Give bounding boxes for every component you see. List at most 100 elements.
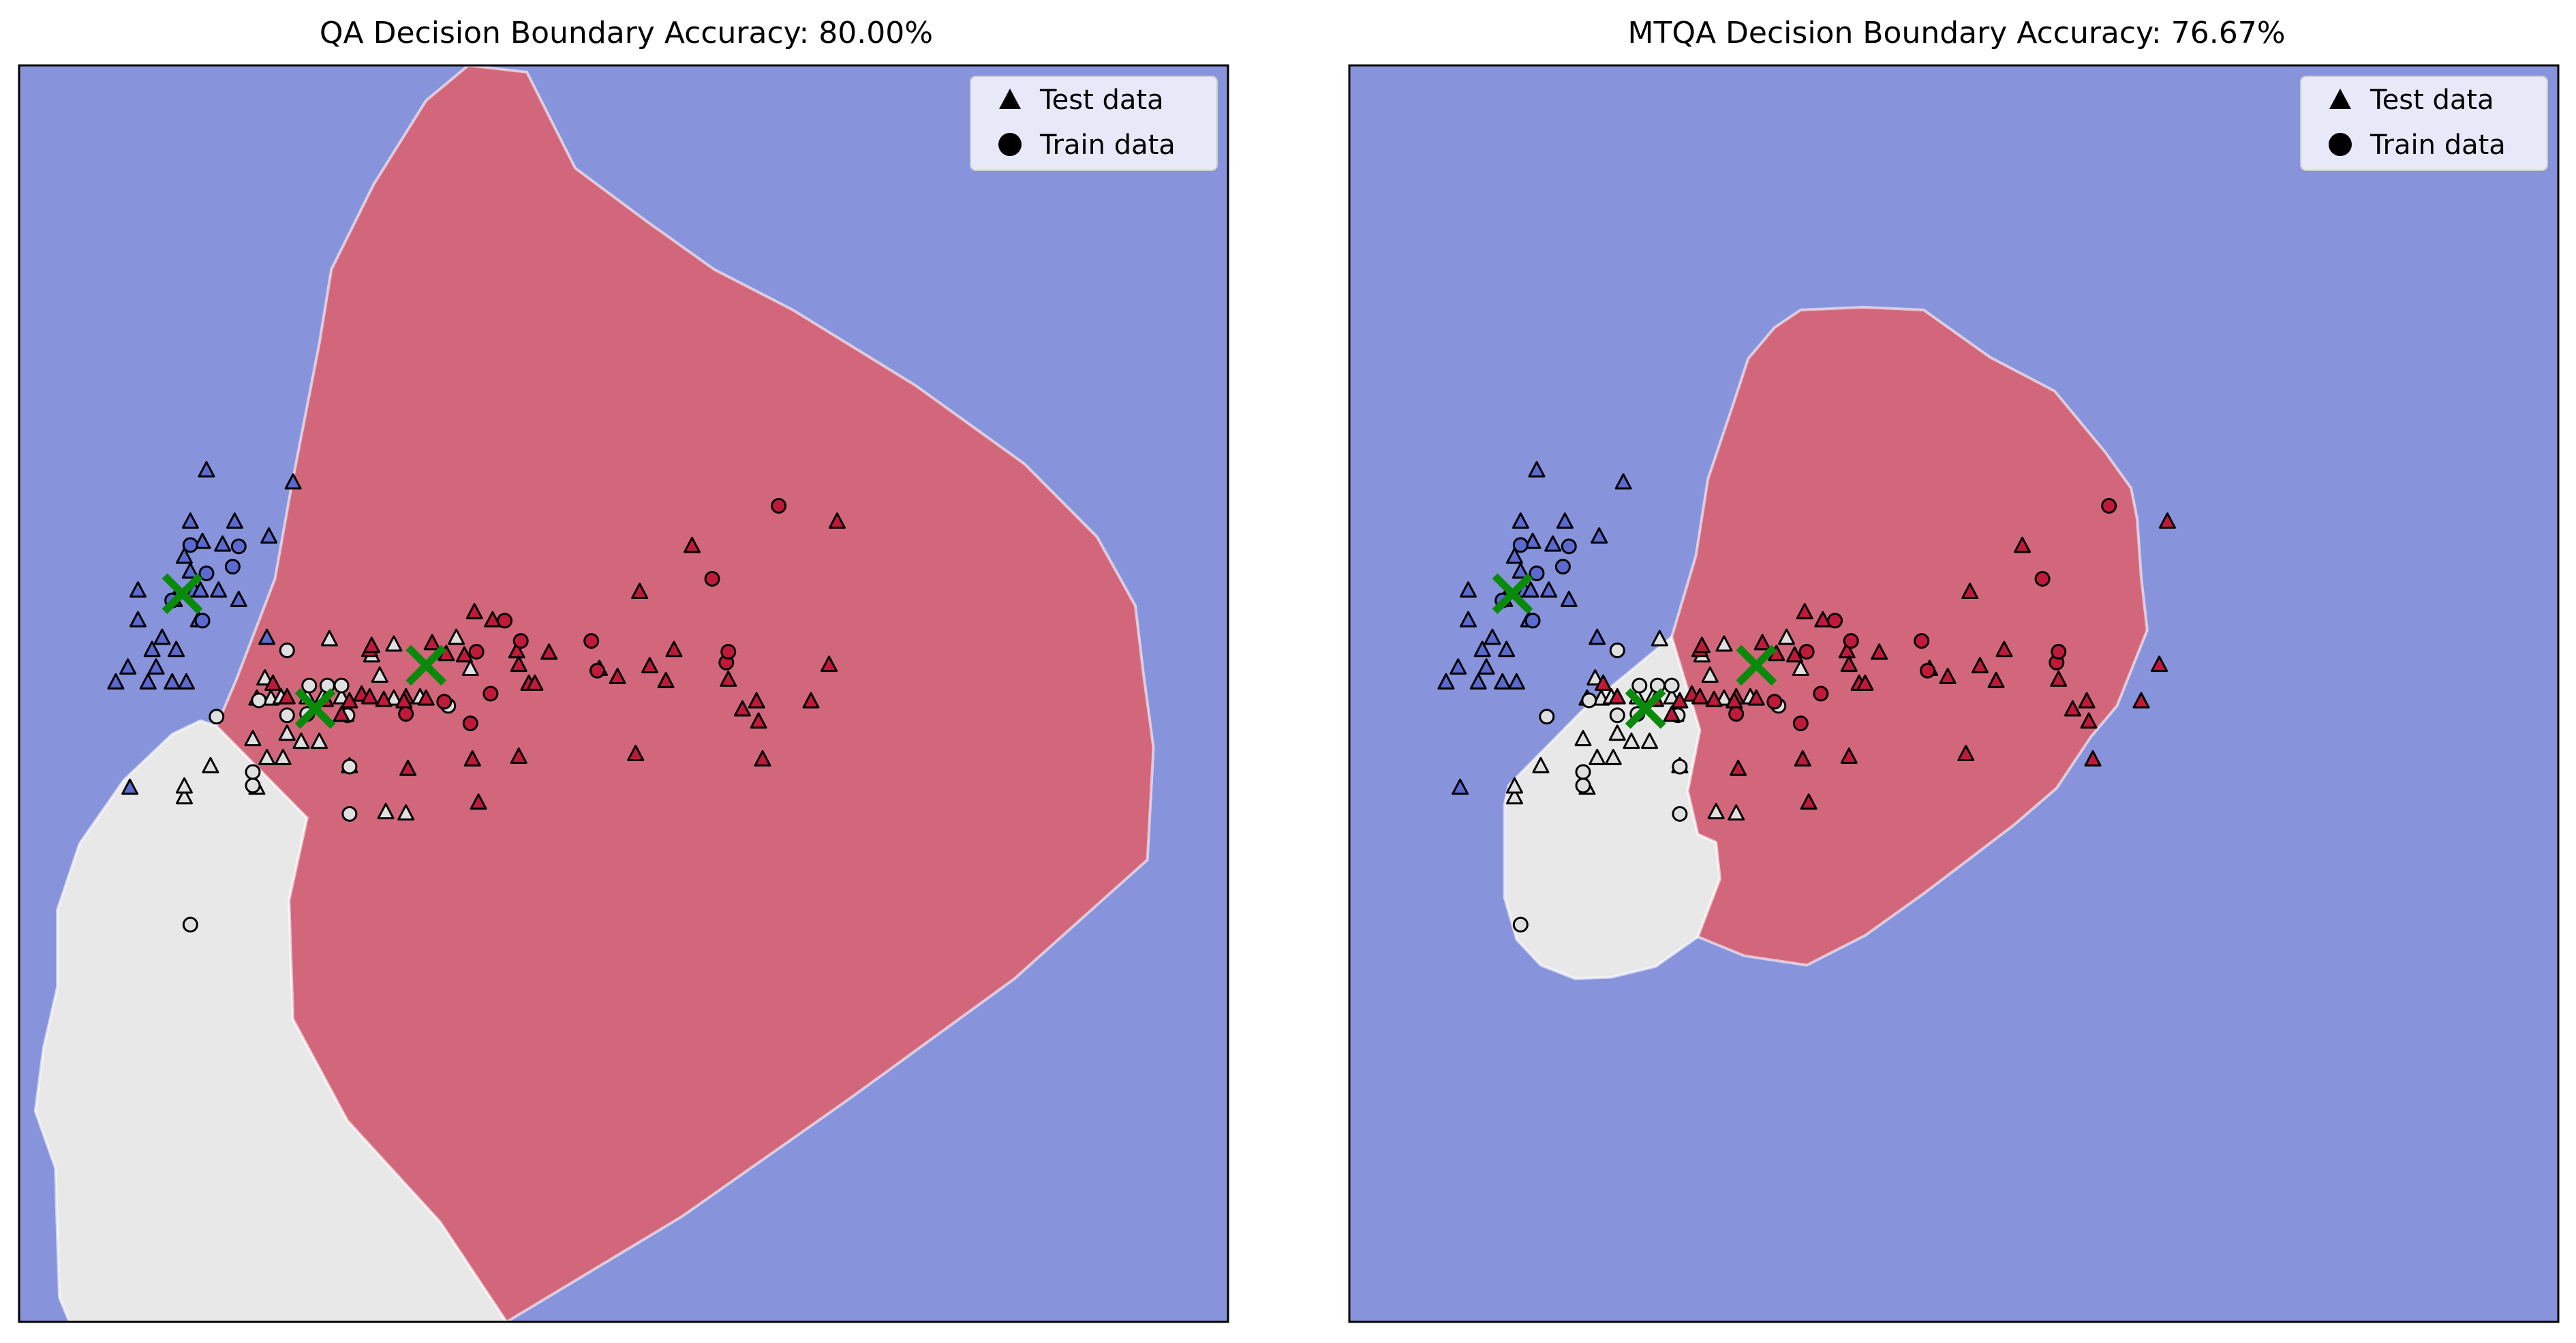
train-point — [230, 538, 247, 555]
test-point — [1591, 527, 1608, 544]
train-point — [2034, 570, 2051, 587]
test-point — [260, 527, 278, 544]
train-point — [720, 644, 737, 660]
test-point — [1505, 547, 1523, 564]
centroid-marker — [294, 688, 336, 729]
train-point — [436, 694, 453, 710]
test-point — [244, 730, 262, 747]
test-point — [2050, 670, 2068, 687]
test-point — [2014, 536, 2031, 553]
test-point — [333, 705, 350, 722]
test-point — [1871, 643, 1888, 660]
test-point — [1715, 689, 1733, 706]
train-point — [1561, 538, 1577, 555]
train-point — [1663, 677, 1680, 694]
test-point — [417, 689, 435, 706]
test-point — [1586, 669, 1604, 685]
test-point — [397, 804, 415, 821]
test-point — [194, 532, 211, 549]
train-point — [1609, 643, 1625, 659]
test-point — [1987, 672, 2005, 688]
train-point — [301, 677, 318, 694]
train-point — [1843, 633, 1859, 649]
test-point — [1651, 630, 1668, 647]
legend-train-label: Train data — [1039, 129, 1176, 161]
test-point — [1574, 730, 1592, 747]
test-point — [107, 673, 125, 690]
test-point — [181, 512, 199, 529]
train-point — [589, 662, 606, 679]
test-point — [1459, 611, 1477, 628]
test-point — [641, 657, 658, 674]
train-point — [1581, 692, 1597, 709]
test-point — [292, 732, 310, 750]
test-point — [198, 461, 215, 478]
plot-area — [1349, 65, 2558, 1322]
test-point — [1778, 628, 1796, 645]
legend-triangle-marker — [2329, 89, 2351, 109]
test-point — [256, 669, 274, 685]
centroid-marker — [1625, 688, 1666, 729]
test-point — [455, 646, 473, 663]
test-point — [1469, 673, 1487, 690]
test-point — [399, 759, 417, 776]
test-point — [526, 674, 544, 691]
test-point — [361, 688, 378, 705]
test-point — [1641, 732, 1659, 750]
train-point — [1554, 559, 1571, 575]
train-point — [245, 777, 261, 794]
panel-mtqa: MTQA Decision Boundary Accuracy: 76.67% … — [1348, 16, 2560, 1323]
test-point — [802, 692, 820, 709]
test-point — [1484, 628, 1501, 645]
train-point — [1512, 916, 1529, 933]
test-point — [230, 591, 247, 607]
test-point — [175, 788, 193, 805]
test-point — [177, 673, 195, 690]
test-point — [129, 581, 147, 598]
test-point — [202, 756, 219, 773]
centroid-marker — [1492, 573, 1533, 615]
legend-train-label: Train data — [2370, 129, 2506, 161]
test-point — [1623, 732, 1640, 750]
legend-test-label: Test data — [1039, 84, 1164, 116]
test-point — [191, 581, 209, 598]
train-point — [1575, 764, 1591, 780]
train-point — [1792, 715, 1809, 732]
plot-area — [19, 65, 1228, 1322]
test-point — [1794, 750, 1811, 767]
test-point — [1693, 636, 1711, 653]
test-point — [463, 750, 481, 767]
test-point — [423, 634, 441, 651]
plot-frame — [18, 64, 1229, 1323]
test-point — [1995, 640, 2013, 658]
test-point — [1957, 745, 1975, 761]
test-point — [1459, 581, 1477, 598]
test-point — [1715, 635, 1733, 652]
train-point — [704, 570, 720, 587]
test-point — [1505, 777, 1523, 794]
test-point — [461, 660, 479, 677]
train-point — [1539, 709, 1555, 725]
train-point — [245, 764, 261, 780]
test-point — [1663, 705, 1681, 722]
train-point — [462, 715, 478, 732]
train-point — [279, 643, 295, 659]
test-point — [1707, 803, 1725, 820]
test-point — [1691, 688, 1708, 705]
test-point — [1452, 778, 1469, 795]
test-point — [1522, 581, 1539, 598]
test-point — [1540, 581, 1558, 598]
test-point — [377, 803, 395, 820]
test-point — [264, 674, 282, 691]
test-point — [1730, 759, 1747, 776]
test-point — [510, 747, 527, 764]
train-point — [512, 633, 529, 649]
test-point — [119, 658, 137, 675]
train-point — [198, 566, 215, 582]
test-point — [226, 512, 243, 529]
chart-title: QA Decision Boundary Accuracy: 80.00% — [320, 16, 933, 50]
test-point — [385, 635, 403, 652]
test-point — [1608, 724, 1626, 741]
test-point — [258, 749, 276, 765]
